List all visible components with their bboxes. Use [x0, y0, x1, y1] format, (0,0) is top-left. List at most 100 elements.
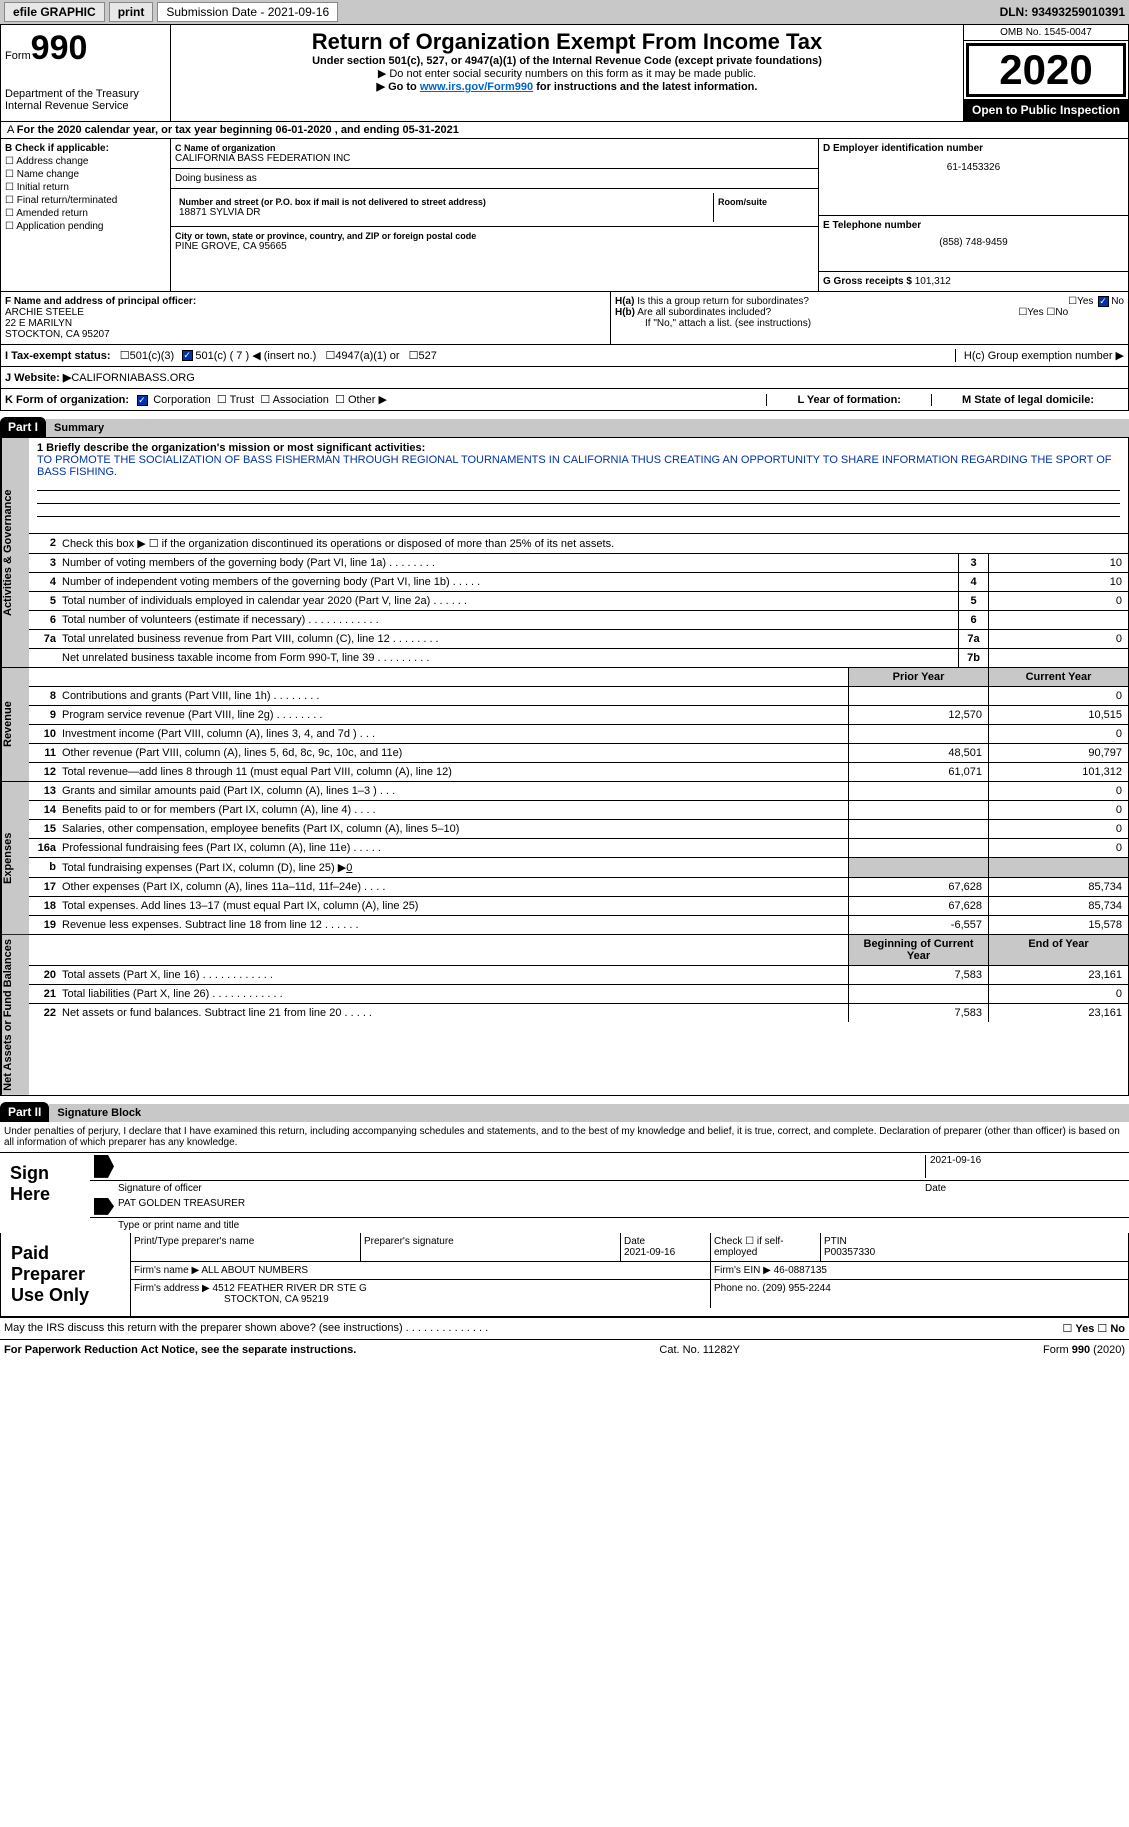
val-15p — [848, 820, 988, 838]
website-row: J Website: ▶ CALIFORNIABASS.ORG — [0, 367, 1129, 389]
val-9p: 12,570 — [848, 706, 988, 724]
val-10p — [848, 725, 988, 743]
mission-label: 1 Briefly describe the organization's mi… — [37, 442, 1120, 454]
val-18p: 67,628 — [848, 897, 988, 915]
side-governance: Activities & Governance — [1, 438, 29, 667]
current-year-hdr: Current Year — [988, 668, 1128, 686]
officer-addr2: STOCKTON, CA 95207 — [5, 329, 606, 340]
phone: (858) 748-9459 — [823, 237, 1124, 248]
efile-button[interactable]: efile GRAPHIC — [4, 2, 105, 22]
val-11p: 48,501 — [848, 744, 988, 762]
sig-date: 2021-09-16 — [925, 1155, 1125, 1178]
officer-name: ARCHIE STEELE — [5, 307, 606, 318]
line-4: Number of independent voting members of … — [59, 573, 958, 591]
sig-officer-label: Signature of officer — [94, 1183, 925, 1194]
val-7a: 0 — [988, 630, 1128, 648]
mission-block: 1 Briefly describe the organization's mi… — [29, 438, 1128, 533]
val-18c: 85,734 — [988, 897, 1128, 915]
h-b: H(b) Are all subordinates included? ☐Yes… — [615, 307, 1124, 318]
h-a: H(a) Is this a group return for subordin… — [615, 296, 1124, 307]
line-18: Total expenses. Add lines 13–17 (must eq… — [59, 897, 848, 915]
chk-pending[interactable]: ☐ Application pending — [5, 221, 166, 232]
room-label: Room/suite — [718, 197, 810, 207]
chk-initial-return[interactable]: ☐ Initial return — [5, 182, 166, 193]
val-5: 0 — [988, 592, 1128, 610]
val-21p — [848, 985, 988, 1003]
prep-date: Date2021-09-16 — [621, 1233, 711, 1261]
tax-year: 2020 — [966, 43, 1126, 97]
val-8p — [848, 687, 988, 705]
chk-amended[interactable]: ☐ Amended return — [5, 208, 166, 219]
val-6 — [988, 611, 1128, 629]
eoy-hdr: End of Year — [988, 935, 1128, 965]
preparer-block: Paid Preparer Use Only Print/Type prepar… — [0, 1233, 1129, 1317]
boy-hdr: Beginning of Current Year — [848, 935, 988, 965]
val-20p: 7,583 — [848, 966, 988, 984]
part1-title: Summary — [46, 419, 1129, 437]
discuss-yesno[interactable]: ☐ Yes ☐ No — [1062, 1322, 1125, 1335]
phone-label: E Telephone number — [823, 220, 1124, 231]
box-b: B Check if applicable: ☐ Address change … — [1, 139, 171, 291]
val-9c: 10,515 — [988, 706, 1128, 724]
line-14: Benefits paid to or for members (Part IX… — [59, 801, 848, 819]
line-22: Net assets or fund balances. Subtract li… — [59, 1004, 848, 1022]
opt-501c3[interactable]: 501(c)(3) — [130, 350, 175, 362]
sign-here-label: Sign Here — [0, 1153, 90, 1233]
form-number-box: Form990 Department of the Treasury Inter… — [1, 25, 171, 121]
box-b-header: B Check if applicable: — [5, 143, 166, 154]
signer-name: PAT GOLDEN TREASURER — [118, 1198, 1125, 1215]
officer-addr1: 22 E MARILYN — [5, 318, 606, 329]
arrow-icon-2 — [94, 1198, 114, 1215]
part1-bar: Part I Summary — [0, 411, 1129, 437]
tax-status-row: I Tax-exempt status: ☐ 501(c)(3) 501(c) … — [0, 345, 1129, 367]
val-8c: 0 — [988, 687, 1128, 705]
chk-501c[interactable] — [182, 350, 193, 361]
h-c: H(c) Group exemption number ▶ — [955, 349, 1124, 362]
opt-501c: 501(c) ( 7 ) ◀ (insert no.) — [195, 349, 316, 362]
form-title: Return of Organization Exempt From Incom… — [175, 29, 959, 55]
footer: For Paperwork Reduction Act Notice, see … — [0, 1339, 1129, 1360]
opt-4947[interactable]: 4947(a)(1) or — [335, 350, 399, 362]
officer-block: F Name and address of principal officer:… — [0, 292, 1129, 345]
prep-sig-hdr: Preparer's signature — [361, 1233, 621, 1261]
val-22c: 23,161 — [988, 1004, 1128, 1022]
line-13: Grants and similar amounts paid (Part IX… — [59, 782, 848, 800]
sign-here-row: Sign Here 2021-09-16 Signature of office… — [0, 1152, 1129, 1233]
year-box: OMB No. 1545-0047 2020 Open to Public In… — [963, 25, 1128, 121]
print-button[interactable]: print — [109, 2, 154, 22]
line-8: Contributions and grants (Part VIII, lin… — [59, 687, 848, 705]
val-17p: 67,628 — [848, 878, 988, 896]
val-19p: -6,557 — [848, 916, 988, 934]
info-block: B Check if applicable: ☐ Address change … — [0, 139, 1129, 292]
line-6: Total number of volunteers (estimate if … — [59, 611, 958, 629]
line-5: Total number of individuals employed in … — [59, 592, 958, 610]
form-number: 990 — [31, 29, 88, 67]
val-21c: 0 — [988, 985, 1128, 1003]
website-label: J Website: ▶ — [5, 371, 71, 384]
netassets-block: Net Assets or Fund Balances Beginning of… — [0, 935, 1129, 1096]
irs-link[interactable]: www.irs.gov/Form990 — [420, 81, 533, 93]
gross-receipts: 101,312 — [915, 276, 951, 287]
chk-address-change[interactable]: ☐ Address change — [5, 156, 166, 167]
val-16bp — [848, 858, 988, 877]
state-domicile: M State of legal domicile: — [931, 394, 1124, 406]
discuss-row: May the IRS discuss this return with the… — [0, 1317, 1129, 1339]
discuss-text: May the IRS discuss this return with the… — [4, 1322, 488, 1335]
city-state-zip: PINE GROVE, CA 95665 — [175, 241, 814, 252]
line-15: Salaries, other compensation, employee b… — [59, 820, 848, 838]
pra-notice: For Paperwork Reduction Act Notice, see … — [4, 1344, 356, 1356]
part1-num: Part I — [0, 417, 46, 437]
chk-corp[interactable] — [137, 395, 148, 406]
org-form-row: K Form of organization: Corporation ☐ Tr… — [0, 389, 1129, 411]
part2-bar: Part II Signature Block — [0, 1096, 1129, 1122]
side-revenue: Revenue — [1, 668, 29, 781]
opt-527[interactable]: 527 — [419, 350, 437, 362]
box-c: C Name of organization CALIFORNIA BASS F… — [171, 139, 818, 291]
val-16c: 0 — [988, 839, 1128, 857]
note-2: ▶ Go to www.irs.gov/Form990 for instruct… — [175, 80, 959, 93]
omb-number: OMB No. 1545-0047 — [964, 25, 1128, 41]
chk-name-change[interactable]: ☐ Name change — [5, 169, 166, 180]
dba-label: Doing business as — [175, 173, 814, 184]
chk-final-return[interactable]: ☐ Final return/terminated — [5, 195, 166, 206]
line-7a: Total unrelated business revenue from Pa… — [59, 630, 958, 648]
